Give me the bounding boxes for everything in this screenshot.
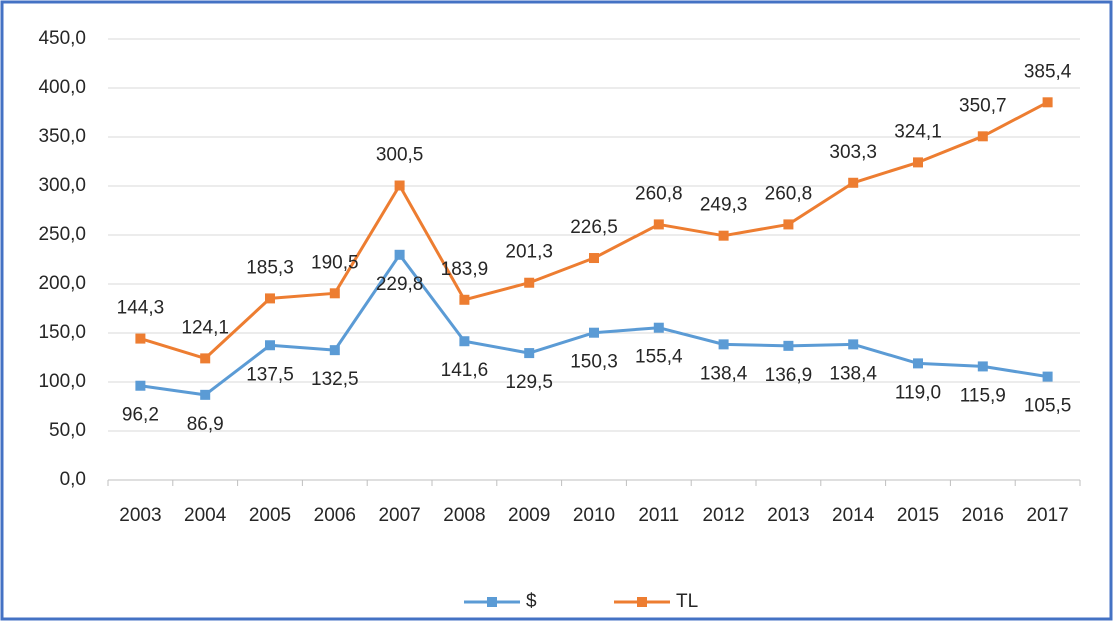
legend-label: $: [526, 591, 537, 612]
x-tick-label: 2016: [962, 505, 1004, 526]
x-tick-label: 2007: [378, 505, 420, 526]
data-label: 260,8: [765, 183, 813, 204]
data-label: 86,9: [187, 414, 224, 435]
marker: [848, 339, 859, 350]
data-label: 136,9: [765, 365, 813, 386]
marker: [718, 339, 729, 350]
data-label: 115,9: [960, 385, 1006, 406]
x-tick-label: 2010: [573, 505, 615, 526]
marker: [200, 353, 211, 364]
y-tick-label: 250,0: [38, 224, 86, 245]
marker: [459, 336, 470, 347]
x-tick-label: 2008: [443, 505, 485, 526]
marker: [200, 389, 211, 400]
y-tick-label: 400,0: [38, 77, 86, 98]
data-label: 385,4: [1024, 61, 1072, 82]
data-label: 190,5: [311, 252, 359, 273]
y-tick-label: 100,0: [38, 371, 86, 392]
x-tick-label: 2004: [184, 505, 227, 526]
legend-label: TL: [676, 591, 698, 612]
data-label: 300,5: [376, 145, 424, 166]
marker: [135, 333, 146, 344]
marker: [135, 380, 146, 391]
data-label: 150,3: [570, 352, 618, 373]
marker: [1042, 97, 1053, 108]
data-label: 144,3: [117, 298, 165, 319]
x-tick-label: 2015: [897, 505, 939, 526]
y-tick-label: 0,0: [60, 469, 86, 490]
marker: [653, 322, 664, 333]
data-label: 249,3: [700, 195, 748, 216]
y-tick-label: 350,0: [38, 126, 86, 147]
data-label: 201,3: [505, 242, 553, 263]
marker: [329, 345, 340, 356]
data-label: 105,5: [1024, 396, 1072, 417]
marker: [265, 293, 275, 304]
marker: [718, 230, 729, 241]
data-label: 138,4: [700, 363, 748, 384]
y-tick-label: 50,0: [49, 420, 86, 441]
marker: [913, 358, 923, 369]
x-tick-label: 2012: [702, 505, 744, 526]
marker: [394, 180, 405, 191]
marker: [653, 219, 664, 230]
marker: [329, 288, 340, 299]
legend-marker: [637, 597, 647, 607]
marker: [524, 277, 535, 288]
marker: [265, 340, 275, 351]
legend-marker: [487, 597, 497, 607]
data-label: 185,3: [246, 257, 294, 278]
data-label: 129,5: [505, 372, 553, 393]
x-tick-label: 2014: [832, 505, 875, 526]
marker: [783, 219, 794, 230]
x-tick-label: 2009: [508, 505, 550, 526]
y-tick-label: 300,0: [38, 175, 86, 196]
marker: [977, 131, 988, 142]
data-label: 119,0: [895, 382, 941, 403]
marker: [1042, 371, 1053, 382]
marker: [394, 249, 405, 260]
data-label: 138,4: [829, 363, 877, 384]
x-tick-label: 2013: [767, 505, 809, 526]
data-label: 141,6: [441, 360, 489, 381]
marker: [524, 348, 535, 359]
y-tick-label: 200,0: [38, 273, 86, 294]
data-label: 183,9: [441, 259, 489, 280]
y-tick-label: 450,0: [38, 28, 86, 49]
data-label: 96,2: [122, 405, 159, 426]
x-tick-label: 2011: [638, 505, 679, 526]
data-label: 324,1: [894, 121, 942, 142]
data-label: 229,8: [376, 274, 424, 295]
data-label: 155,4: [635, 347, 683, 368]
marker: [977, 361, 988, 372]
marker: [848, 177, 859, 188]
data-label: 226,5: [570, 217, 618, 238]
x-tick-label: 2017: [1026, 505, 1068, 526]
data-label: 350,7: [959, 95, 1007, 116]
marker: [589, 327, 599, 338]
marker: [589, 253, 599, 264]
data-label: 303,3: [829, 142, 877, 163]
x-tick-label: 2003: [119, 505, 161, 526]
marker: [913, 157, 923, 168]
marker: [783, 340, 794, 351]
data-label: 260,8: [635, 183, 683, 204]
x-tick-label: 2006: [314, 505, 356, 526]
data-label: 124,1: [181, 317, 229, 338]
data-label: 132,5: [311, 369, 359, 390]
marker: [459, 294, 470, 305]
data-label: 137,5: [246, 364, 294, 385]
x-tick-label: 2005: [249, 505, 291, 526]
y-tick-label: 150,0: [38, 322, 86, 343]
